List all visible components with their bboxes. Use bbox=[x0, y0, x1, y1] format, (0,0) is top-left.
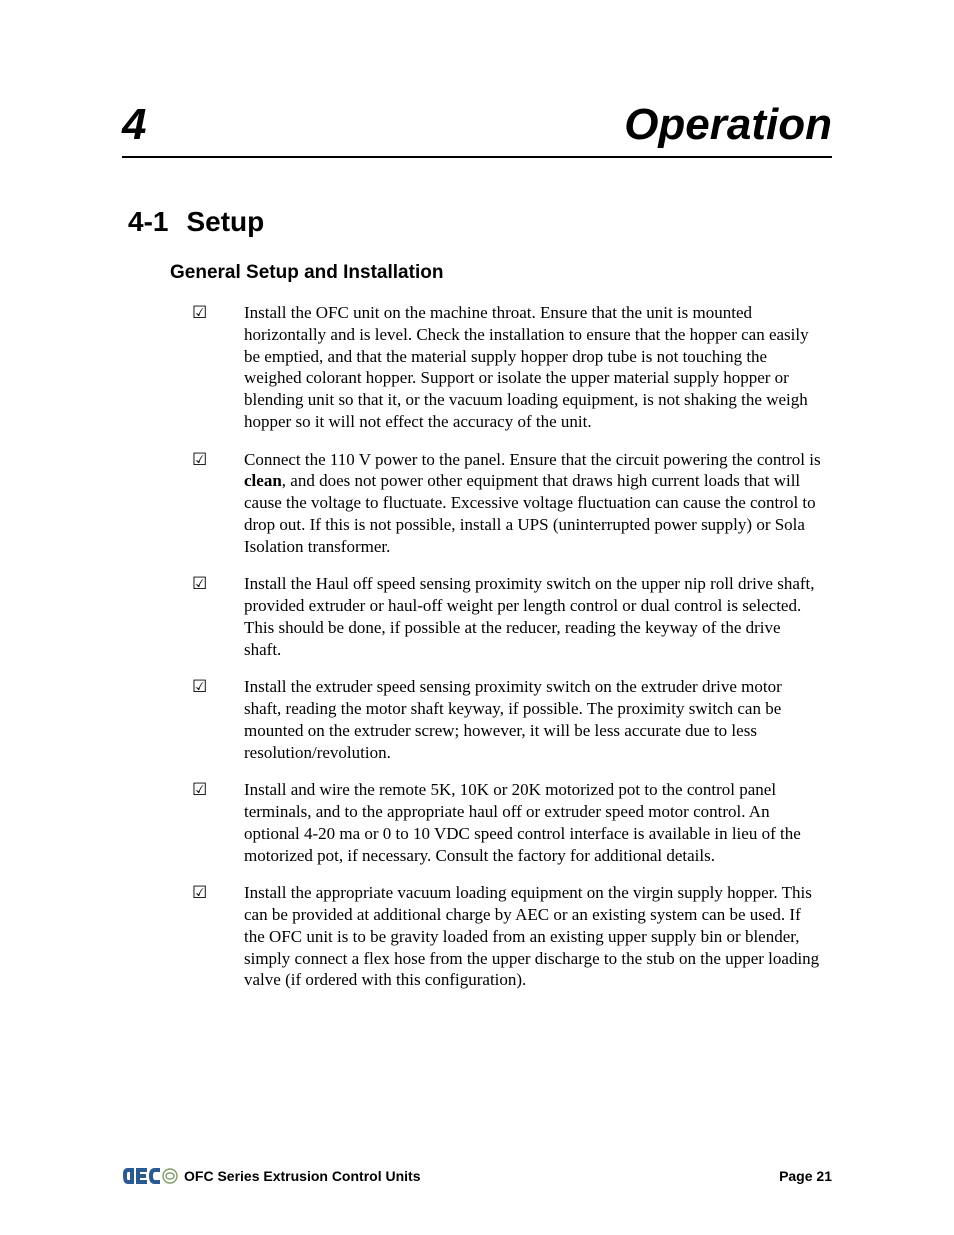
checkbox-icon: ☑ bbox=[192, 676, 244, 763]
checkbox-icon: ☑ bbox=[192, 302, 244, 433]
checklist-item-text: Connect the 110 V power to the panel. En… bbox=[244, 449, 822, 558]
section-title: Setup bbox=[186, 206, 264, 237]
chapter-title: Operation bbox=[624, 100, 832, 150]
aec-logo bbox=[122, 1165, 178, 1187]
checklist-item: ☑Install and wire the remote 5K, 10K or … bbox=[192, 779, 822, 866]
checkbox-icon: ☑ bbox=[192, 573, 244, 660]
checklist-item-text: Install the extruder speed sensing proxi… bbox=[244, 676, 822, 763]
subsection-heading: General Setup and Installation bbox=[170, 262, 832, 284]
page-footer: OFC Series Extrusion Control Units Page … bbox=[122, 1165, 832, 1187]
checklist-item-text: Install and wire the remote 5K, 10K or 2… bbox=[244, 779, 822, 866]
checklist-item-text: Install the appropriate vacuum loading e… bbox=[244, 882, 822, 991]
checkbox-icon: ☑ bbox=[192, 779, 244, 866]
document-page: 4 Operation 4-1 Setup General Setup and I… bbox=[0, 0, 954, 1235]
checklist-item: ☑Install the Haul off speed sensing prox… bbox=[192, 573, 822, 660]
checklist-item: ☑Connect the 110 V power to the panel. E… bbox=[192, 449, 822, 558]
logo-swirl-icon bbox=[163, 1169, 177, 1183]
chapter-number: 4 bbox=[122, 100, 146, 150]
checklist: ☑Install the OFC unit on the machine thr… bbox=[192, 302, 822, 991]
checklist-item-text: Install the Haul off speed sensing proxi… bbox=[244, 573, 822, 660]
checkbox-icon: ☑ bbox=[192, 449, 244, 558]
checkbox-icon: ☑ bbox=[192, 882, 244, 991]
footer-doc-title: OFC Series Extrusion Control Units bbox=[184, 1168, 420, 1184]
chapter-heading: 4 Operation bbox=[122, 100, 832, 158]
checklist-item: ☑Install the OFC unit on the machine thr… bbox=[192, 302, 822, 433]
footer-left: OFC Series Extrusion Control Units bbox=[122, 1165, 420, 1187]
checklist-item: ☑Install the appropriate vacuum loading … bbox=[192, 882, 822, 991]
checklist-item-text: Install the OFC unit on the machine thro… bbox=[244, 302, 822, 433]
footer-page-number: Page 21 bbox=[779, 1168, 832, 1184]
logo-text-icon bbox=[123, 1168, 160, 1184]
checklist-item: ☑Install the extruder speed sensing prox… bbox=[192, 676, 822, 763]
section-heading: 4-1 Setup bbox=[128, 206, 832, 238]
section-number: 4-1 bbox=[128, 206, 168, 237]
